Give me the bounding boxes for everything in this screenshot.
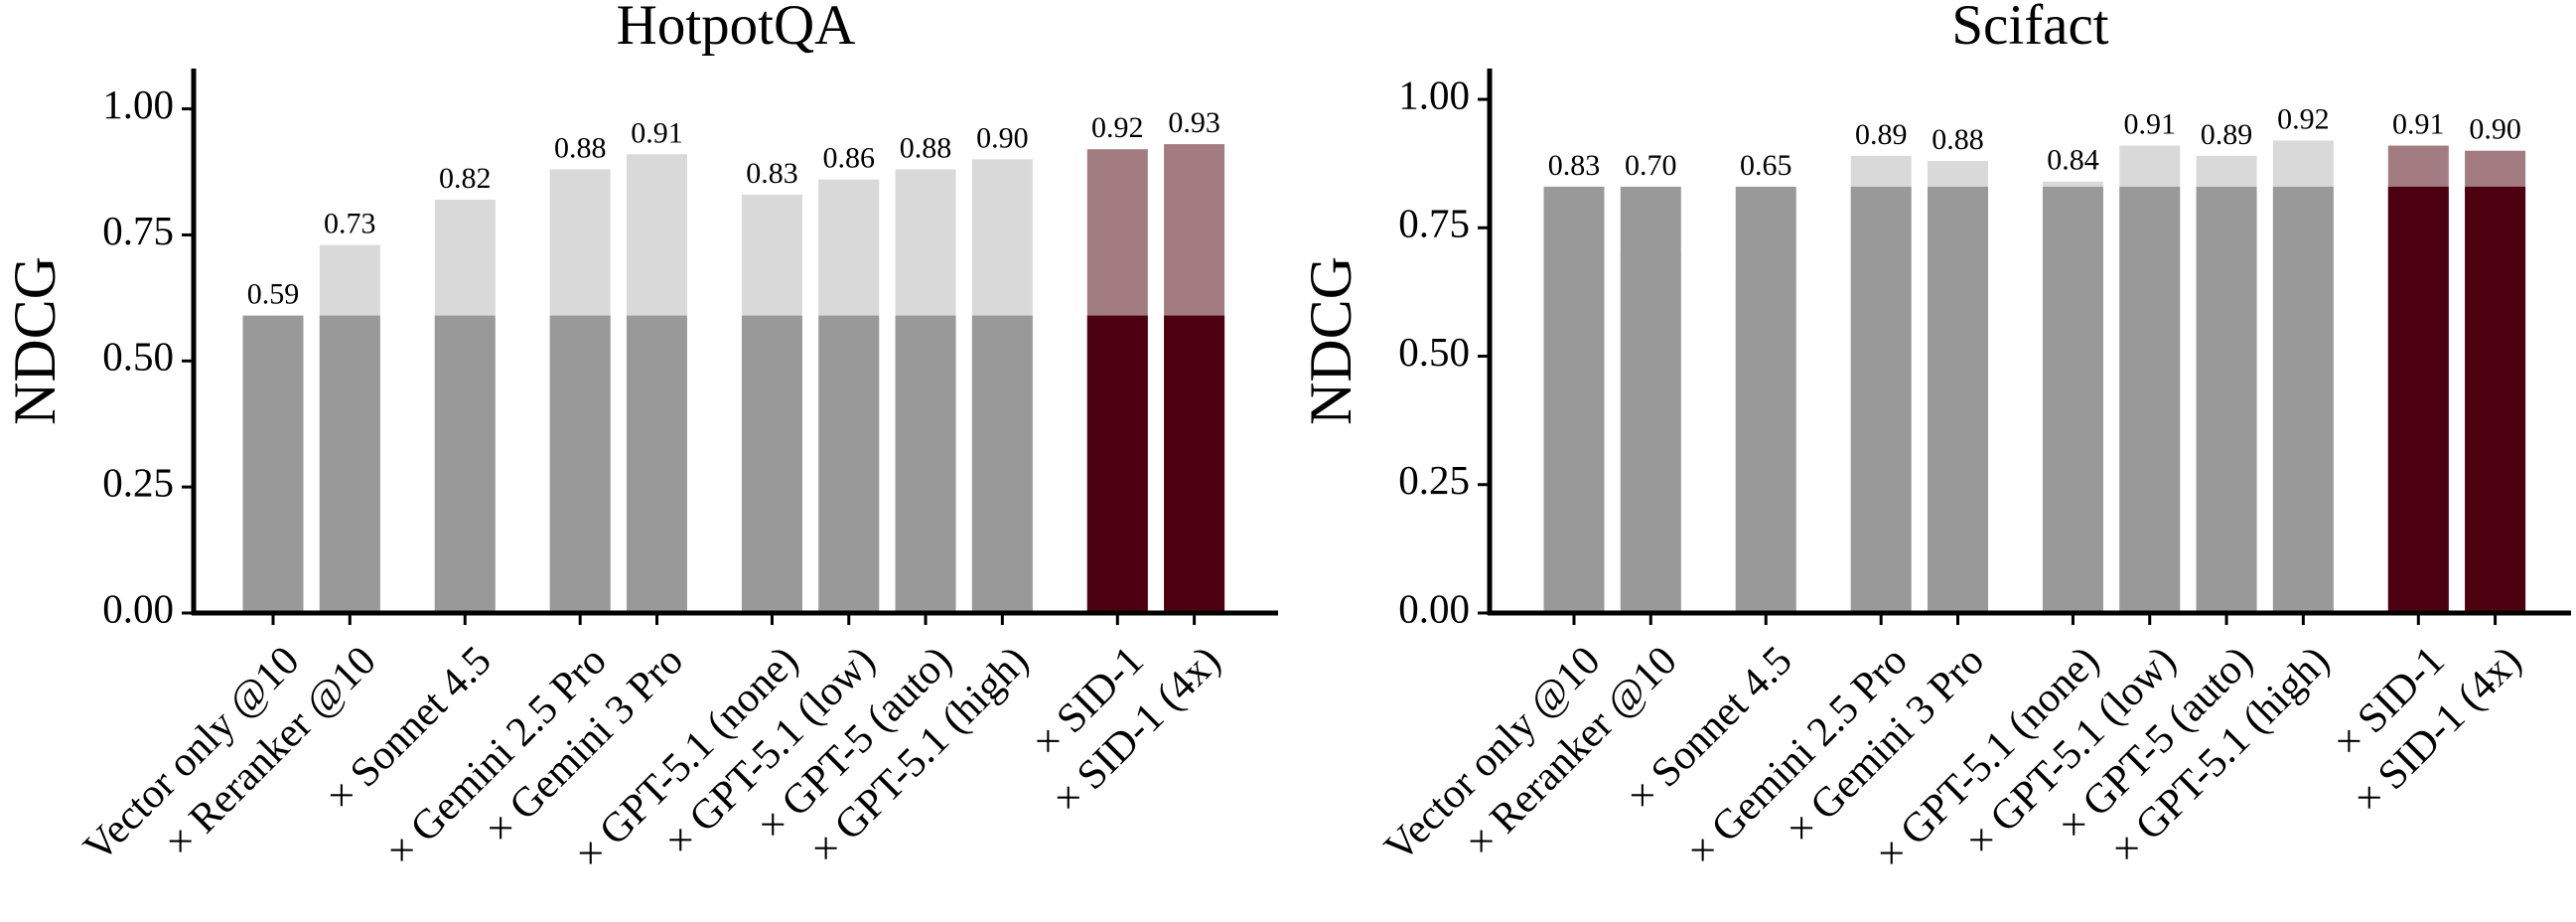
value-label: 0.59 [247, 278, 300, 311]
y-tick-label: 0.75 [102, 208, 174, 253]
bar [627, 315, 687, 613]
value-label: 0.82 [439, 162, 492, 195]
value-label: 0.88 [554, 131, 607, 164]
value-label: 0.92 [2277, 102, 2330, 135]
y-tick-label: 1.00 [102, 81, 174, 127]
bar [2196, 186, 2257, 614]
bar [242, 315, 304, 613]
value-label: 0.93 [1168, 106, 1220, 139]
chart-title: Scifact [1951, 0, 2108, 57]
value-label: 0.70 [1625, 149, 1677, 182]
value-label: 0.91 [2392, 108, 2445, 141]
value-label: 0.90 [2469, 113, 2521, 146]
y-tick-label: 0.25 [102, 460, 174, 506]
value-label: 0.88 [1932, 123, 1984, 156]
chart-title: HotpotQA [617, 0, 856, 57]
value-label: 0.91 [2124, 108, 2177, 141]
value-label: 0.65 [1740, 149, 1792, 182]
y-tick-label: 0.25 [1398, 457, 1470, 503]
value-label: 0.86 [823, 142, 876, 175]
subplot: 0.00 0.25 0.50 0.75 1.00 0.59 0.73 0.82 0.88 0.91… [2, 0, 1278, 878]
bar [1850, 186, 1912, 614]
value-label: 0.92 [1091, 111, 1144, 144]
y-tick-label: 1.00 [1398, 72, 1470, 117]
value-label: 0.88 [900, 131, 952, 164]
y-tick-label: 0.50 [1398, 329, 1470, 375]
bar [818, 315, 880, 613]
bar [1620, 186, 1681, 614]
value-label: 0.83 [746, 157, 798, 190]
bar [2042, 186, 2103, 614]
bar [1164, 315, 1225, 613]
bar [549, 315, 611, 613]
y-tick-label: 0.00 [102, 585, 174, 631]
subplot: 0.00 0.25 0.50 0.75 1.00 0.83 0.70 0.65 0.89 0.88… [1298, 0, 2571, 878]
bar [1928, 186, 1988, 614]
y-tick-label: 0.75 [1398, 201, 1470, 246]
bar [2465, 186, 2526, 614]
bar [434, 315, 496, 613]
bar [1735, 186, 1796, 614]
value-label: 0.84 [2047, 144, 2099, 177]
value-label: 0.83 [1548, 149, 1601, 182]
bar [319, 315, 380, 613]
value-label: 0.89 [2201, 118, 2253, 151]
y-axis-label: NDCG [2, 256, 68, 425]
bar [895, 315, 956, 613]
bar [2387, 186, 2449, 614]
value-label: 0.90 [976, 121, 1029, 154]
bar [1086, 315, 1148, 613]
value-label: 0.91 [631, 116, 683, 149]
bar [2119, 186, 2181, 614]
bar [971, 315, 1033, 613]
y-axis-label: NDCG [1298, 256, 1363, 425]
bar [2272, 186, 2334, 614]
bar [1543, 186, 1605, 614]
bar [741, 315, 802, 613]
y-tick-label: 0.50 [102, 334, 174, 380]
value-label: 0.73 [324, 208, 376, 240]
y-tick-label: 0.00 [1398, 585, 1470, 631]
value-label: 0.89 [1855, 118, 1908, 151]
